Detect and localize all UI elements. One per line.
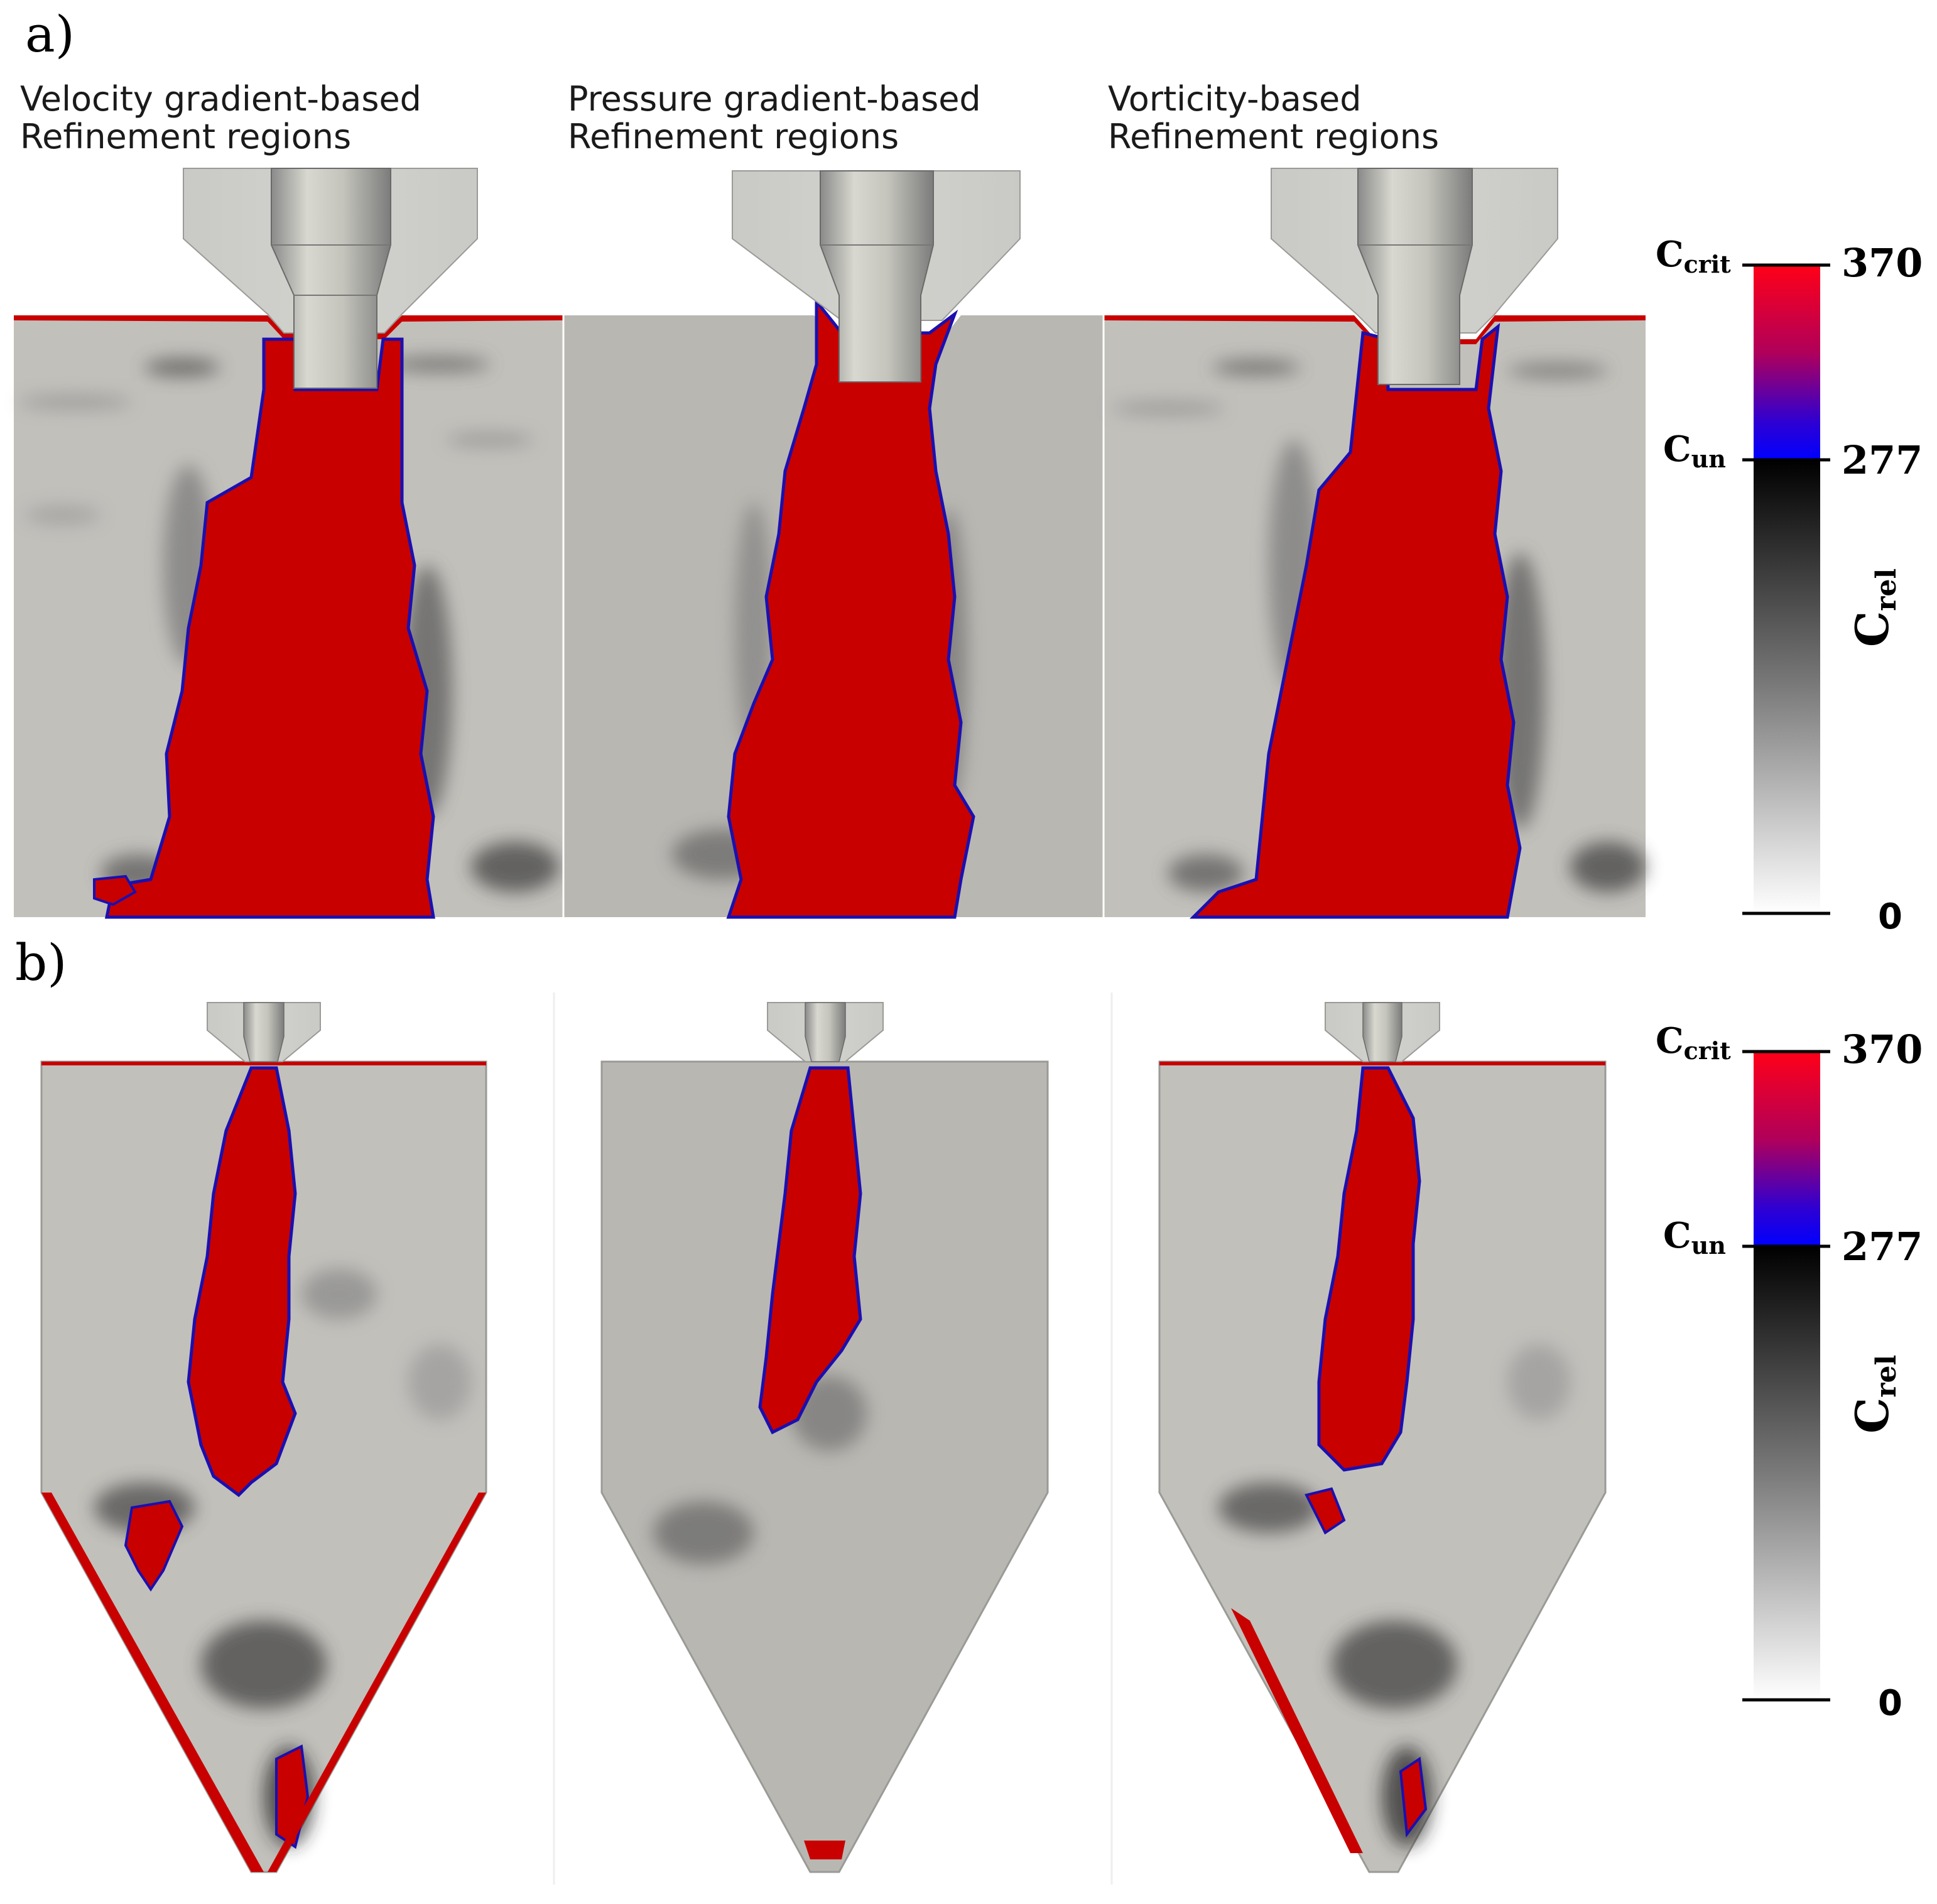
caption-vorticity-line2: Refinement regions [1108,117,1439,156]
colorbar-b: 370 277 0 Ccrit Cun Crel [1656,1020,1923,1724]
critical-fragment [1305,1487,1346,1535]
caption-pressure-line2: Refinement regions [568,117,899,156]
caption-velocity-line2: Refinement regions [20,117,351,156]
critical-region [41,1062,486,1065]
panel-b-velocity [40,1002,487,1873]
colorbar-min-label: 0 [1878,1683,1902,1724]
panel-a-label: a) [25,5,75,63]
critical-region [1159,1062,1605,1065]
critical-plume [726,296,975,919]
nozzle-inner [805,1002,846,1062]
critical-region [268,1493,486,1872]
colorbar-title: Crel [1845,1355,1902,1433]
critical-plume [187,1066,297,1498]
critical-fragment [93,874,137,906]
critical-plume [1189,323,1522,919]
column-captions: Velocity gradient-based Refinement regio… [20,79,1439,156]
critical-plume [104,337,435,919]
critical-region [41,1493,264,1872]
critical-region [14,315,563,339]
nozzle-inner [243,1002,285,1062]
critical-region [1104,315,1646,344]
critical-fragment [124,1499,184,1592]
nozzle [207,1002,321,1062]
colorbar-gradient-lower [1754,1246,1820,1700]
colorbar-un-symbol: Cun [1663,428,1726,473]
panel-b-pressure [600,1002,1049,1873]
nozzle-inner [271,168,391,389]
colorbar-gradient-upper [1754,265,1820,460]
colorbar-max-label: 370 [1842,240,1923,286]
nozzle [183,168,478,389]
caption-velocity-line1: Velocity gradient-based [20,79,421,119]
critical-region [1231,1608,1363,1853]
caption-vorticity-line1: Vorticity-based [1108,79,1362,119]
nozzle-inner [820,170,934,383]
critical-plume [1317,1066,1421,1472]
caption-pressure-line1: Pressure gradient-based [568,79,981,119]
colorbar-mid-label: 277 [1842,437,1923,483]
vessel-body [600,1060,1049,1873]
colorbar-un-symbol: Cun [1663,1215,1726,1259]
panel-a-vorticity [1104,168,1646,919]
colorbar-gradient-lower [1754,460,1820,913]
critical-fragment [1399,1756,1428,1838]
nozzle-inner [1357,168,1473,385]
colorbar-mid-label: 277 [1842,1224,1923,1270]
colorbar-max-label: 370 [1842,1026,1923,1072]
colorbar-crit-symbol: Ccrit [1656,1020,1731,1065]
colorbar-a: 370 277 0 Ccrit Cun Crel [1656,234,1923,937]
nozzle [1325,1002,1440,1062]
colorbar-crit-symbol: Ccrit [1656,234,1731,278]
nozzle [732,170,1021,383]
panel-a-velocity [14,168,563,919]
panel-a-pressure [564,170,1103,919]
panel-b-vorticity [1158,1002,1607,1873]
nozzle [767,1002,884,1062]
colorbar-min-label: 0 [1878,896,1902,937]
colorbar-gradient-upper [1754,1052,1820,1246]
nozzle [1271,168,1558,385]
nozzle-inner [1362,1002,1403,1062]
critical-plume [758,1066,862,1435]
colorbar-title: Crel [1845,568,1902,647]
critical-region [804,1841,845,1859]
panel-b-label: b) [15,933,67,992]
